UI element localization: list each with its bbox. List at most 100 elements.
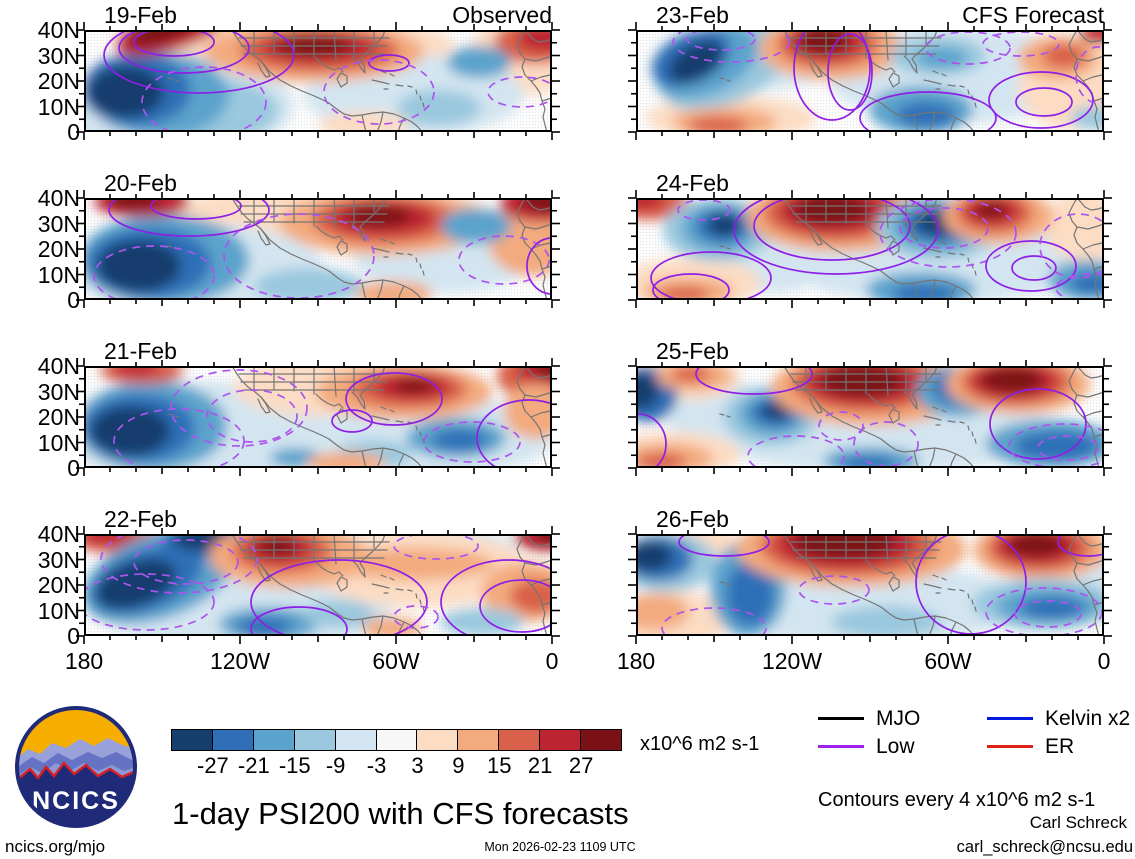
y-tick-label-20n: 20N — [37, 236, 80, 262]
anomaly-blob — [636, 198, 664, 210]
figure-title: 1-day PSI200 with CFS forecasts — [172, 796, 629, 831]
anomaly-blob — [896, 102, 956, 128]
y-tick-label-10n: 10N — [37, 93, 80, 120]
low-filter-contour-solid — [733, 198, 939, 275]
axis-ticks — [76, 22, 560, 140]
map-area — [628, 358, 1112, 476]
legend-label-kelvin: Kelvin x2 — [1045, 707, 1131, 730]
low-filter-contour-solid — [368, 54, 410, 72]
low-filter-contour-dashed — [818, 411, 864, 441]
low-filter-contour-solid — [479, 579, 552, 633]
x-tick-label-0: 0 — [1097, 648, 1111, 674]
y-tick-label-20n: 20N — [37, 572, 80, 598]
y-tick-label-0: 0 — [67, 287, 80, 313]
low-filter-contour-dashed — [223, 213, 375, 299]
low-filter-contour-dashed — [113, 408, 245, 468]
contour-interval-note: Contours every 4 x10^6 m2 s-1 — [818, 789, 1096, 811]
axis-ticks — [628, 22, 1112, 140]
map-area — [76, 526, 560, 644]
anomaly-blob — [636, 541, 672, 571]
y-tick-label-30n: 30N — [37, 378, 80, 405]
map-area — [628, 190, 1112, 308]
anomaly-blob — [1044, 198, 1104, 261]
anomaly-blob — [112, 366, 160, 376]
low-filter-contour-solid — [526, 237, 552, 295]
anomaly-blob — [334, 548, 494, 580]
low-filter-contour-dashed — [672, 30, 790, 63]
anomaly-blob — [1014, 431, 1098, 461]
legend-line-kelvin — [987, 717, 1033, 720]
panel-26-feb: 26-Feb — [628, 506, 1112, 644]
panel-header: 26-Feb — [636, 506, 1104, 533]
map-frame — [636, 366, 1104, 468]
colorbar-tick-label: -9 — [325, 753, 346, 778]
low-filter-contour-dashed — [100, 534, 258, 594]
y-tick-label-40n: 40N — [37, 185, 80, 211]
low-filter-contour-dashed — [1037, 435, 1099, 461]
map-frame — [84, 534, 552, 636]
low-filter-contour-solid — [753, 198, 911, 261]
low-filter-contour-solid — [440, 559, 552, 636]
anomaly-blob — [128, 30, 196, 45]
colorbar-segment — [416, 729, 459, 751]
colorbar-segment — [580, 729, 622, 751]
legend-line-mjo — [818, 717, 864, 720]
low-filter-contour-dashed — [686, 30, 756, 51]
panel-24-feb: 24-Feb — [628, 170, 1112, 308]
anomaly-blob — [254, 268, 364, 300]
low-filter-contour-solid — [250, 606, 348, 636]
anomaly-blob — [236, 617, 292, 636]
y-tick-label-30n: 30N — [37, 546, 80, 573]
panel-23-feb: 23-Feb CFS Forecast — [628, 2, 1112, 140]
low-filter-contour-solid — [250, 559, 428, 636]
anomaly-blob — [432, 429, 488, 451]
panel-25-feb: 25-Feb — [628, 338, 1112, 476]
panel-date-label: 26-Feb — [656, 506, 729, 532]
legend-label-low: Low — [876, 735, 915, 758]
low-filter-contour-dashed — [899, 207, 989, 249]
panel-21-feb: 21-Feb — [76, 338, 560, 476]
colorbar-segment — [539, 729, 582, 751]
author-credit: Carl Schreck — [1029, 813, 1127, 832]
x-tick-label-60w: 60W — [372, 648, 420, 674]
x-tick-label-180: 180 — [616, 648, 656, 674]
map-canvas-svg — [628, 358, 1112, 476]
axis-ticks — [76, 358, 560, 476]
low-filter-contour-dashed — [393, 534, 479, 560]
low-filter-contour-dashed — [170, 369, 308, 447]
low-filter-contour-solid — [989, 388, 1087, 460]
low-filter-contour-dashed — [747, 435, 845, 468]
anomaly-blob — [535, 366, 552, 378]
colorbar-tick-label: -3 — [366, 753, 387, 778]
low-filter-contour-solid — [345, 372, 443, 426]
anomaly-blob — [504, 383, 552, 439]
colorbar-tick-label: 27 — [568, 753, 594, 778]
panel-20-feb: 20-Feb — [76, 170, 560, 308]
colorbar-tick-label: -27 — [197, 753, 229, 778]
colorbar-tick-label: 15 — [487, 753, 512, 778]
x-tick-label-120w: 120W — [761, 648, 823, 674]
colorbar-segment — [334, 729, 377, 751]
y-tick-label-20n: 20N — [37, 404, 80, 430]
colorbar-tick-label: 9 — [452, 753, 465, 778]
panel-header: 20-Feb — [84, 170, 552, 197]
panel-date-label: 21-Feb — [104, 338, 177, 364]
anomaly-blob — [362, 617, 422, 636]
logo-base — [18, 763, 134, 825]
low-filter-contour-solid — [108, 198, 270, 237]
y-tick-label-20n: 20N — [37, 68, 80, 94]
colorbar-tick-label: -21 — [237, 753, 270, 778]
panel-22-feb: 22-Feb — [76, 506, 560, 644]
anomaly-blob — [892, 284, 956, 300]
panel-19-feb: 19-Feb Observed — [76, 2, 560, 140]
anomaly-blob — [636, 373, 659, 409]
low-filter-contour-solid — [331, 409, 373, 433]
map-area — [76, 22, 560, 140]
x-tick-label-120w: 120W — [209, 648, 271, 674]
anomaly-blob — [97, 240, 181, 292]
axis-ticks — [76, 190, 560, 308]
anomaly-blob — [258, 537, 296, 555]
low-filter-contour-dashed — [133, 539, 239, 585]
colorbar-tick-label: -15 — [278, 753, 311, 778]
